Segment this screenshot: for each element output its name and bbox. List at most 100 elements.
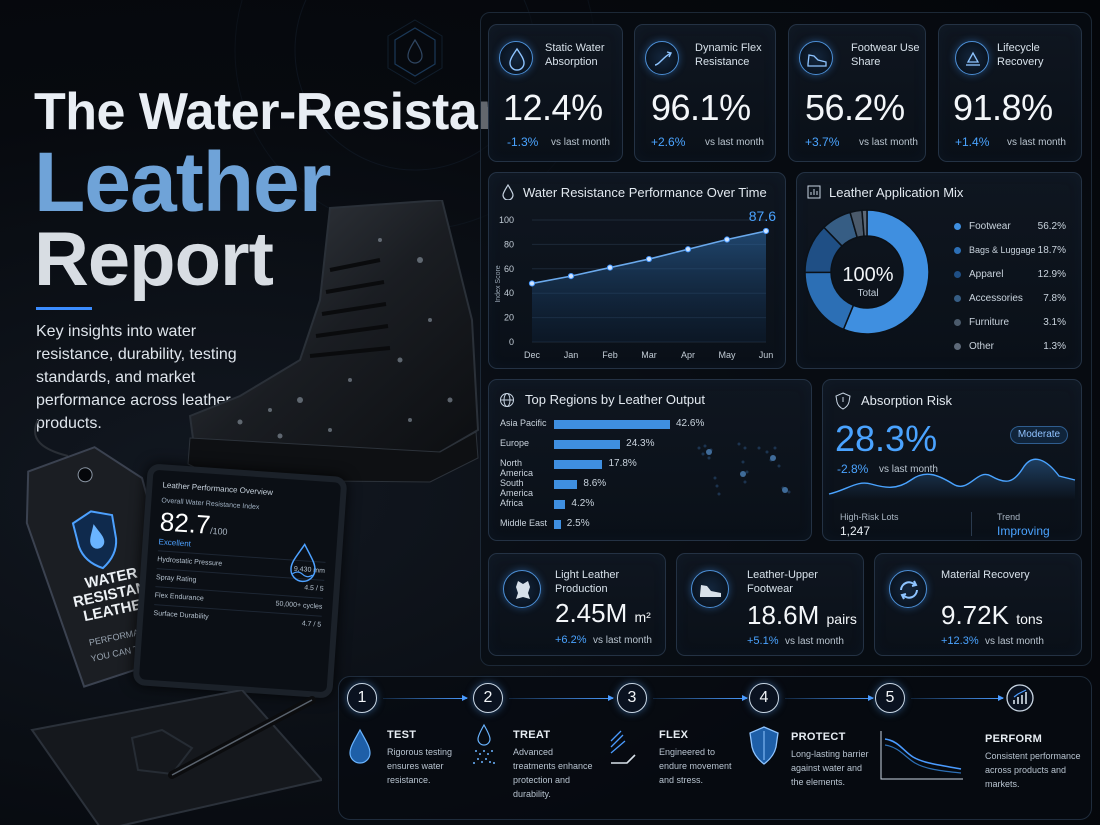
region-value: 42.6% xyxy=(676,418,705,429)
hero-divider xyxy=(36,307,92,310)
legend-text: Apparel xyxy=(969,269,1004,280)
donut-center-value: 100% xyxy=(842,264,894,286)
step-description: Engineered to endure movement and stress… xyxy=(659,747,732,785)
x-tick-label: May xyxy=(718,350,736,360)
legend-label: Accessories xyxy=(954,293,1023,304)
x-tick-label: Mar xyxy=(641,350,657,360)
risk-lots-value: 1,247 xyxy=(840,524,871,538)
flex-curve-icon xyxy=(645,41,679,75)
production-title: Leather-Upper Footwear xyxy=(747,569,818,595)
kpi-delta: +1.4% xyxy=(955,135,990,149)
production-unit: m² xyxy=(634,609,651,625)
region-value: 24.3% xyxy=(626,438,655,449)
legend-item: Footwear 56.2% xyxy=(954,221,1066,232)
risk-delta: -2.8% xyxy=(837,462,869,476)
risk-title: Absorption Risk xyxy=(861,393,953,408)
risk-lots-label: High-Risk Lots xyxy=(840,512,899,522)
water-drop-icon xyxy=(502,184,514,200)
risk-trend-sparkline xyxy=(828,458,1076,500)
regions-card: Top Regions by Leather Output xyxy=(488,379,812,541)
production-title: Light Leather Production xyxy=(555,569,620,595)
arrow-icon xyxy=(653,695,748,701)
production-vs: vs last month xyxy=(985,636,1044,647)
kpi-card: Lifecycle Recovery 91.8% +1.4% vs last m… xyxy=(938,24,1082,162)
region-bar xyxy=(554,500,566,509)
notebook-pen-image xyxy=(30,690,322,825)
kpi-title: Lifecycle Recovery xyxy=(997,42,1044,68)
kpi-vs: vs last month xyxy=(705,137,764,148)
legend-item: Accessories 7.8% xyxy=(954,293,1066,304)
step-description: Consistent performance across products a… xyxy=(985,751,1081,789)
kpi-value: 12.4% xyxy=(503,87,603,128)
legend-swatch xyxy=(954,318,961,326)
kpi-delta: +3.7% xyxy=(805,135,840,149)
step-title: FLEX xyxy=(659,729,689,741)
data-point xyxy=(723,236,731,243)
x-tick-label: Feb xyxy=(602,350,618,360)
recycle-icon xyxy=(955,41,989,75)
production-value: 2.45M m² xyxy=(555,598,651,629)
production-unit: tons xyxy=(1016,611,1043,627)
step-number: 3 xyxy=(617,683,647,713)
data-point xyxy=(528,280,536,287)
production-vs: vs last month xyxy=(785,636,844,647)
tablet-title: Leather Performance Overview xyxy=(162,480,274,498)
step-description: Advanced treatments enhance protection a… xyxy=(513,747,593,799)
legend-item: Other 1.3% xyxy=(954,341,1066,352)
region-bar xyxy=(554,460,603,469)
production-delta: +12.3% xyxy=(941,635,979,647)
flex-icon xyxy=(610,730,636,764)
world-map-dots xyxy=(697,442,791,496)
legend-swatch xyxy=(954,342,961,350)
production-value: 9.72K tons xyxy=(941,600,1043,631)
step-number: 1 xyxy=(347,683,377,713)
production-vs: vs last month xyxy=(593,635,652,646)
step-number: 5 xyxy=(875,683,905,713)
legend-value: 56.2% xyxy=(1037,221,1066,232)
kpi-card: Static Water Absorption 12.4% -1.3% vs l… xyxy=(488,24,623,162)
water-drop-icon xyxy=(499,41,533,75)
legend-swatch xyxy=(954,294,961,302)
legend-value: 12.9% xyxy=(1037,269,1066,280)
globe-icon xyxy=(500,393,514,407)
shield-icon xyxy=(835,392,851,410)
y-tick-label: 0 xyxy=(509,337,514,347)
latest-value-label: 87.6 xyxy=(749,208,776,224)
y-axis-label: Index Score xyxy=(495,265,502,302)
spray-icon xyxy=(473,723,495,764)
risk-value: 28.3% xyxy=(835,418,938,459)
legend-text: Footwear xyxy=(969,221,1011,232)
legend-text: Other xyxy=(969,341,995,352)
x-tick-label: Jan xyxy=(564,350,579,360)
region-name: South America xyxy=(500,478,534,498)
tablet-score-value: 82.7 xyxy=(158,506,212,540)
legend-item: Apparel 12.9% xyxy=(954,269,1066,280)
kpi-card: Footwear Use Share 56.2% +3.7% vs last m… xyxy=(788,24,926,162)
region-bar xyxy=(554,480,578,489)
shield-icon xyxy=(749,726,779,765)
absorption-risk-card: Absorption Risk 28.3% -2.8% vs last mont… xyxy=(822,379,1082,541)
legend-value: 18.7% xyxy=(1037,245,1066,256)
growth-chart-icon xyxy=(1006,684,1034,712)
data-point xyxy=(645,255,653,263)
region-bar xyxy=(554,420,670,429)
y-tick-label: 40 xyxy=(504,288,514,298)
legend-item: Furniture 3.1% xyxy=(954,317,1066,328)
legend-text: Accessories xyxy=(969,293,1023,304)
step-title: TEST xyxy=(387,729,417,741)
y-tick-label: 80 xyxy=(504,239,514,249)
legend-label: Apparel xyxy=(954,269,1003,280)
tablet-device: Leather Performance Overview Overall Wat… xyxy=(132,463,348,699)
region-value: 2.5% xyxy=(566,518,590,529)
legend-value: 1.3% xyxy=(1043,341,1066,352)
production-number: 9.72K xyxy=(941,600,1009,630)
legend-label: Bags & Luggage xyxy=(954,245,1036,256)
risk-divider xyxy=(971,512,972,536)
x-tick-label: Jun xyxy=(759,350,774,360)
performance-area-chart: 100 80 60 40 20 0 Index Score Dec Jan Feb Mar Apr Ma… xyxy=(495,208,776,360)
y-tick-label: 60 xyxy=(504,264,514,274)
kpi-vs: vs last month xyxy=(859,137,918,148)
x-tick-label: Dec xyxy=(524,350,541,360)
legend-label: Footwear xyxy=(954,221,1011,232)
